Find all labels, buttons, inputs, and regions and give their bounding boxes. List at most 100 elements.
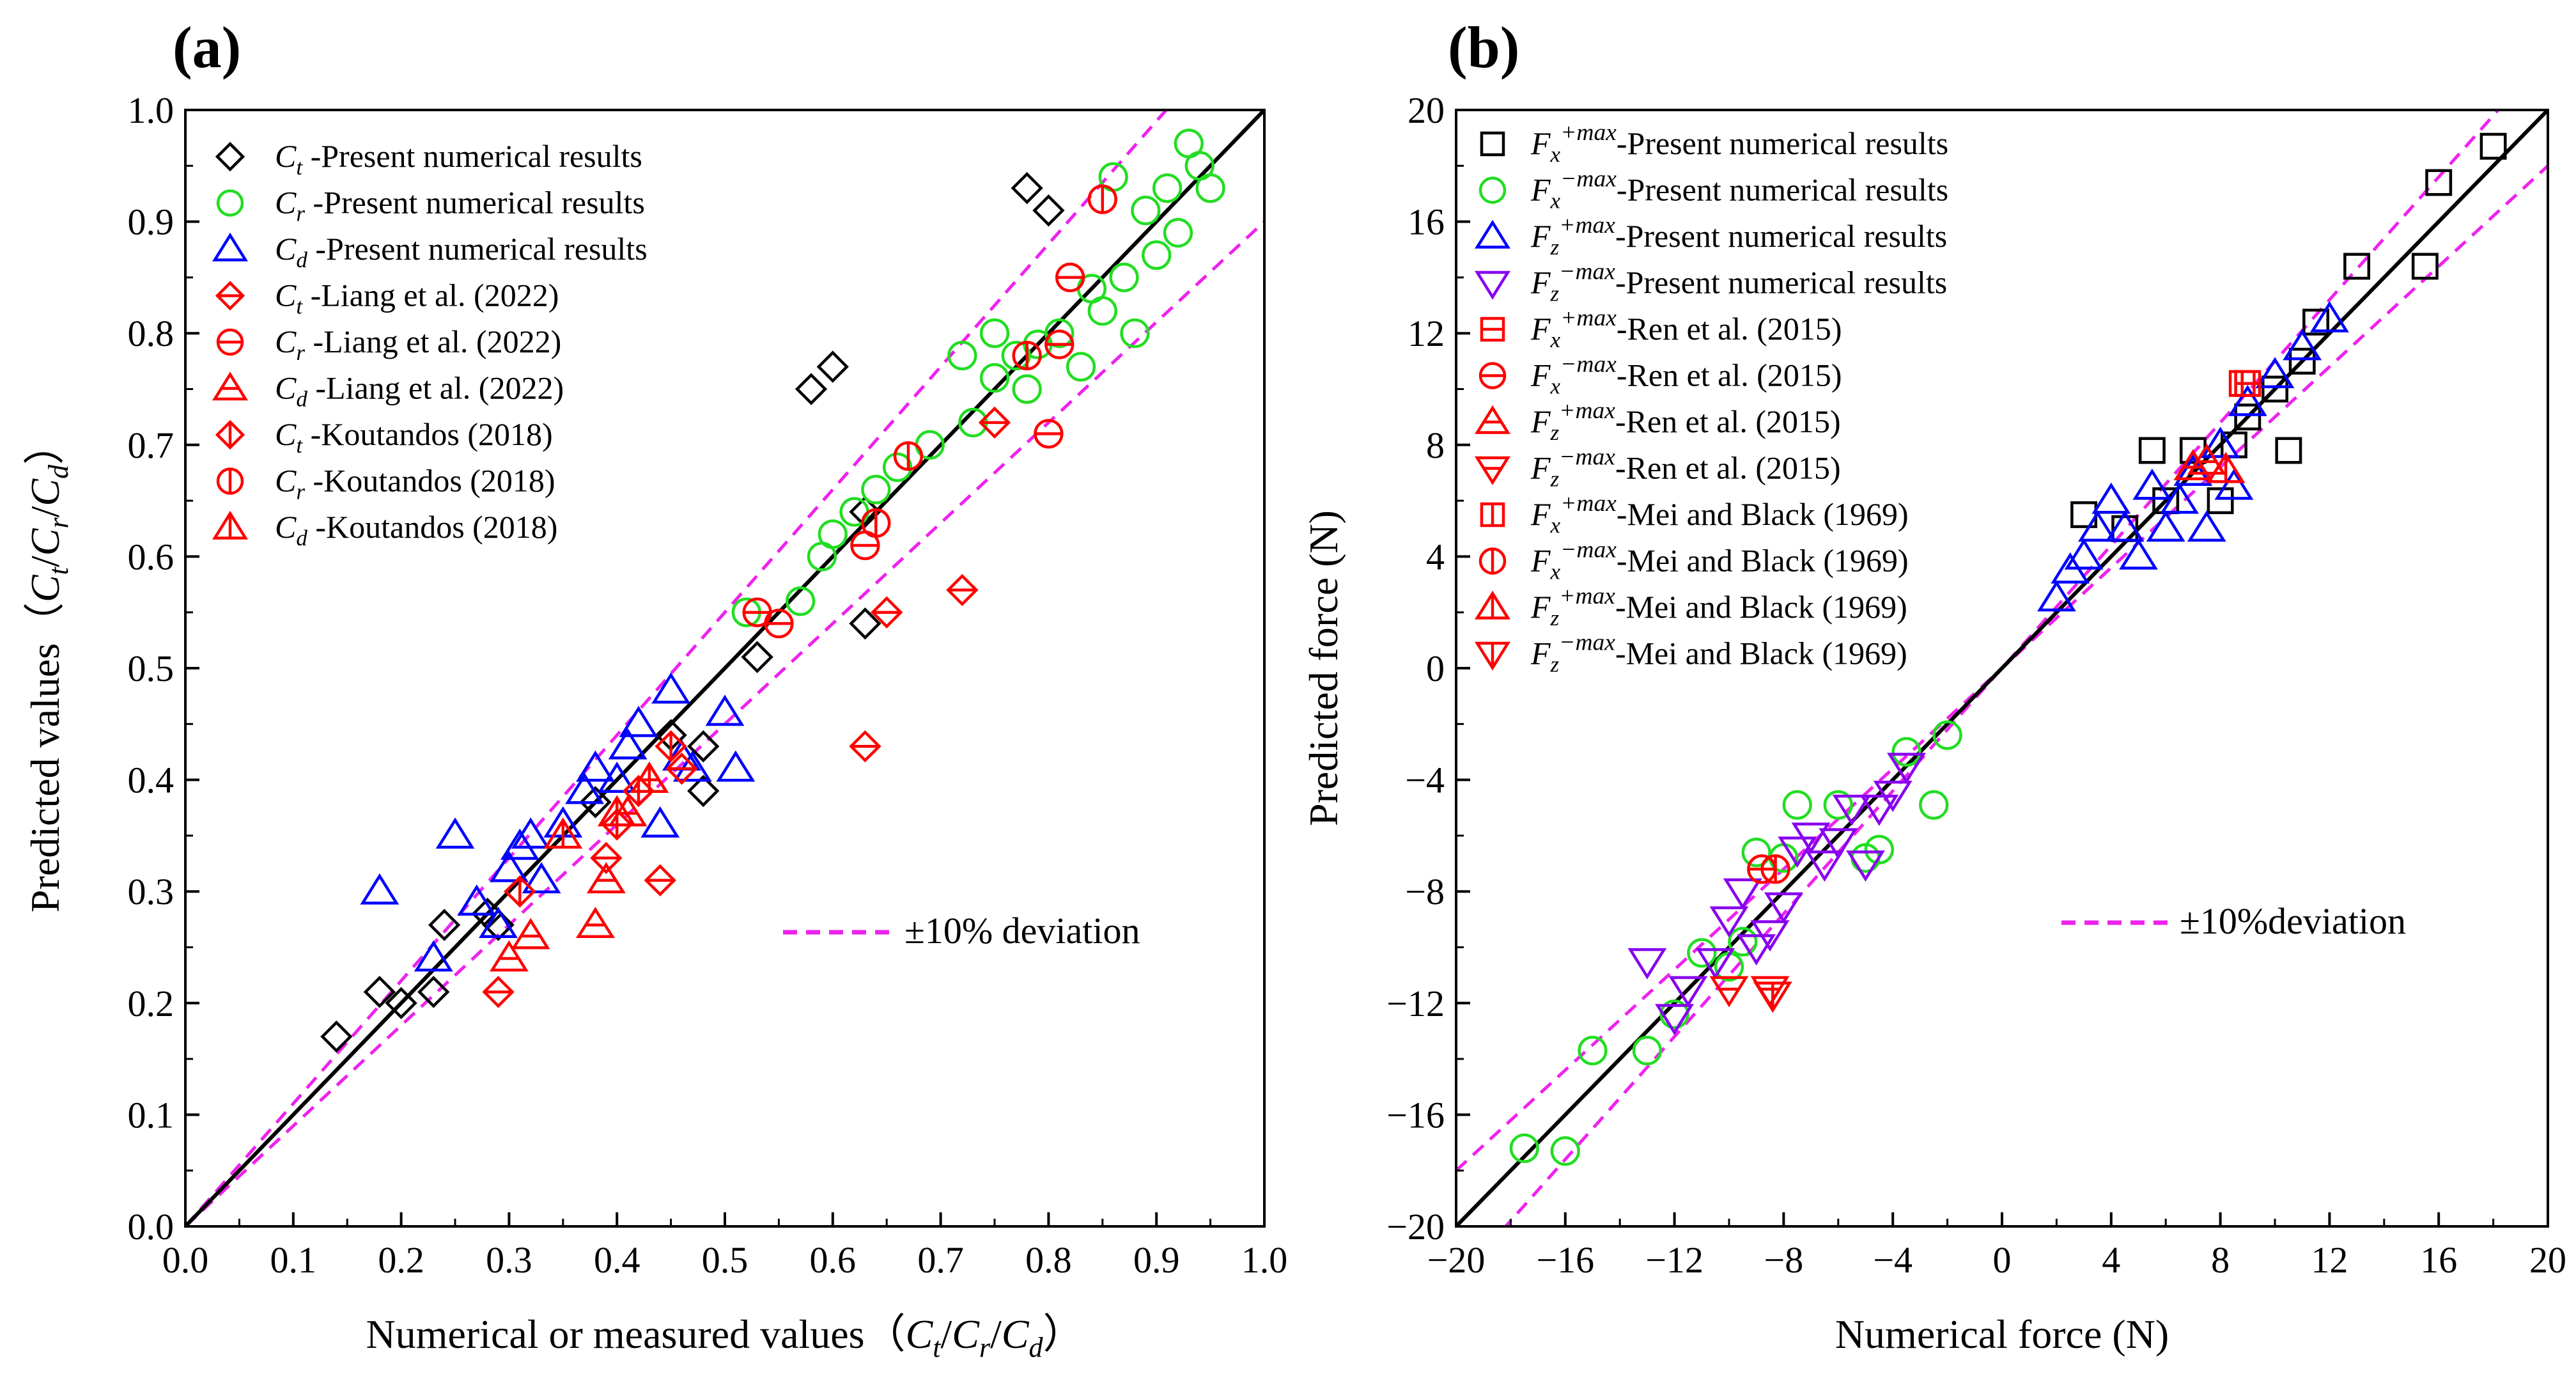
series-fx-max-ren-et-al-2015- [2234, 370, 2262, 397]
data-points-a [320, 129, 1225, 1053]
data-point [2234, 370, 2262, 397]
data-point [2288, 347, 2316, 375]
x-tick-label: −8 [1764, 1239, 1804, 1281]
y-tick-label: 0.0 [128, 1206, 175, 1247]
data-point [1782, 790, 1812, 820]
data-point [2255, 357, 2295, 389]
data-point [479, 907, 518, 938]
data-point [947, 340, 977, 371]
y-tick-label: 0.2 [128, 983, 175, 1024]
data-point [1627, 948, 1667, 980]
data-point [2206, 451, 2246, 483]
data-point [1873, 781, 1913, 812]
y-tick-label: 0.6 [128, 536, 175, 577]
data-point [705, 694, 745, 726]
data-point [861, 508, 891, 538]
data-point [1055, 262, 1085, 293]
data-point [579, 786, 612, 818]
data-point [417, 976, 450, 1008]
data-point [1152, 173, 1183, 203]
legend-marker [1480, 131, 1505, 157]
y-tick-label: 1.0 [128, 90, 175, 131]
data-point [1578, 1035, 1608, 1066]
data-point [2479, 132, 2507, 160]
axis-ticks-a: 0.0 0.1 0.2 0.3 0.4 0.5 0.6 0.7 0.8 0.9 1.0 0.0 0.1 0… [128, 90, 1288, 1281]
data-point [655, 730, 687, 763]
data-point [2091, 482, 2131, 514]
data-point [640, 806, 680, 838]
y-tick-label: 0.9 [128, 201, 175, 243]
axis-ticks-b: −20 −16 −12 −8 −4 0 4 8 12 16 20 −20 −16 −12 −8 −4 0 4 8 12… [1386, 90, 2566, 1281]
legend-entry-label: Fx+max-Present numerical results [1530, 120, 1948, 167]
legend-marker [1480, 317, 1505, 342]
data-point [1044, 329, 1075, 359]
data-point [597, 795, 637, 827]
data-point [385, 987, 417, 1019]
y-axis-label-b: Predicted force (N) [1301, 510, 1346, 826]
data-point [1804, 850, 1844, 882]
x-tick-label: −20 [1427, 1239, 1486, 1281]
data-point [893, 441, 924, 471]
data-point [543, 817, 583, 849]
data-point [2173, 454, 2213, 486]
x-tick-label: 1.0 [1241, 1239, 1288, 1281]
data-point [1044, 318, 1075, 348]
legend-entry-label: Cd -Koutandos (2018) [275, 509, 557, 551]
data-point [816, 350, 849, 383]
data-point [2064, 538, 2104, 570]
data-point [644, 864, 676, 896]
svg-text:Predicted values（Ct/Cr/Cd）: Predicted values（Ct/Cr/Cd） [22, 424, 74, 912]
legend-marker [1474, 270, 1511, 300]
legend-marker [1480, 502, 1505, 528]
data-point [1163, 217, 1193, 248]
legend-marker [1478, 547, 1507, 575]
x-tick-label: 0.9 [1133, 1239, 1180, 1281]
y-tick-label: −20 [1386, 1206, 1445, 1247]
data-point [590, 841, 623, 875]
legend-entry-label: Fz−max-Present numerical results [1530, 259, 1947, 306]
data-point [489, 850, 529, 882]
upper-deviation-line [1503, 110, 2501, 1226]
data-point [1791, 822, 1831, 854]
y-axis-label-a: Predicted values（Ct/Cr/Cd） [22, 424, 74, 912]
data-point [2262, 375, 2288, 403]
deviation-key-b: ±10%deviation [2061, 900, 2406, 942]
legend-marker [216, 189, 244, 217]
legend-entry-label: Fz−max-Mei and Black (1969) [1530, 630, 1907, 677]
y-tick-label: 12 [1408, 313, 1445, 354]
x-tick-label: 0 [1993, 1239, 2012, 1281]
data-point [1668, 976, 1708, 1008]
x-tick-label: 12 [2311, 1239, 2348, 1281]
data-point [1509, 1133, 1539, 1163]
x-tick-label: 0.6 [810, 1239, 857, 1281]
x-tick-label: −12 [1645, 1239, 1703, 1281]
data-point [1859, 794, 1899, 826]
legend-entry-label: Fz−max-Ren et al. (2015) [1530, 444, 1841, 492]
data-point [2201, 426, 2240, 458]
data-point [2138, 437, 2166, 464]
y-tick-label: 4 [1426, 536, 1445, 577]
data-point [1131, 195, 1161, 226]
data-point [672, 750, 712, 782]
data-point [741, 641, 773, 673]
x-tick-label: 16 [2420, 1239, 2457, 1281]
data-point [1012, 374, 1042, 404]
series-fz-max-mei-and-black-1969- [1753, 981, 1792, 1013]
data-point [2187, 443, 2226, 475]
data-point [1919, 790, 1949, 820]
x-tick-label: −4 [1873, 1239, 1913, 1281]
data-point [1737, 934, 1776, 966]
data-point [651, 672, 691, 704]
data-point [1195, 173, 1225, 203]
data-point [489, 940, 529, 972]
legend-entry-label: Fz+max-Ren et al. (2015) [1530, 398, 1841, 445]
y-tick-label: 0.3 [128, 871, 175, 912]
data-point [1659, 999, 1689, 1029]
data-point [1687, 938, 1717, 968]
data-point [1932, 720, 1962, 750]
series-ct-present-numerical-results [320, 172, 1065, 1053]
data-point [1550, 1136, 1580, 1166]
y-tick-label: 0.4 [128, 760, 175, 801]
legend-marker [215, 141, 245, 172]
